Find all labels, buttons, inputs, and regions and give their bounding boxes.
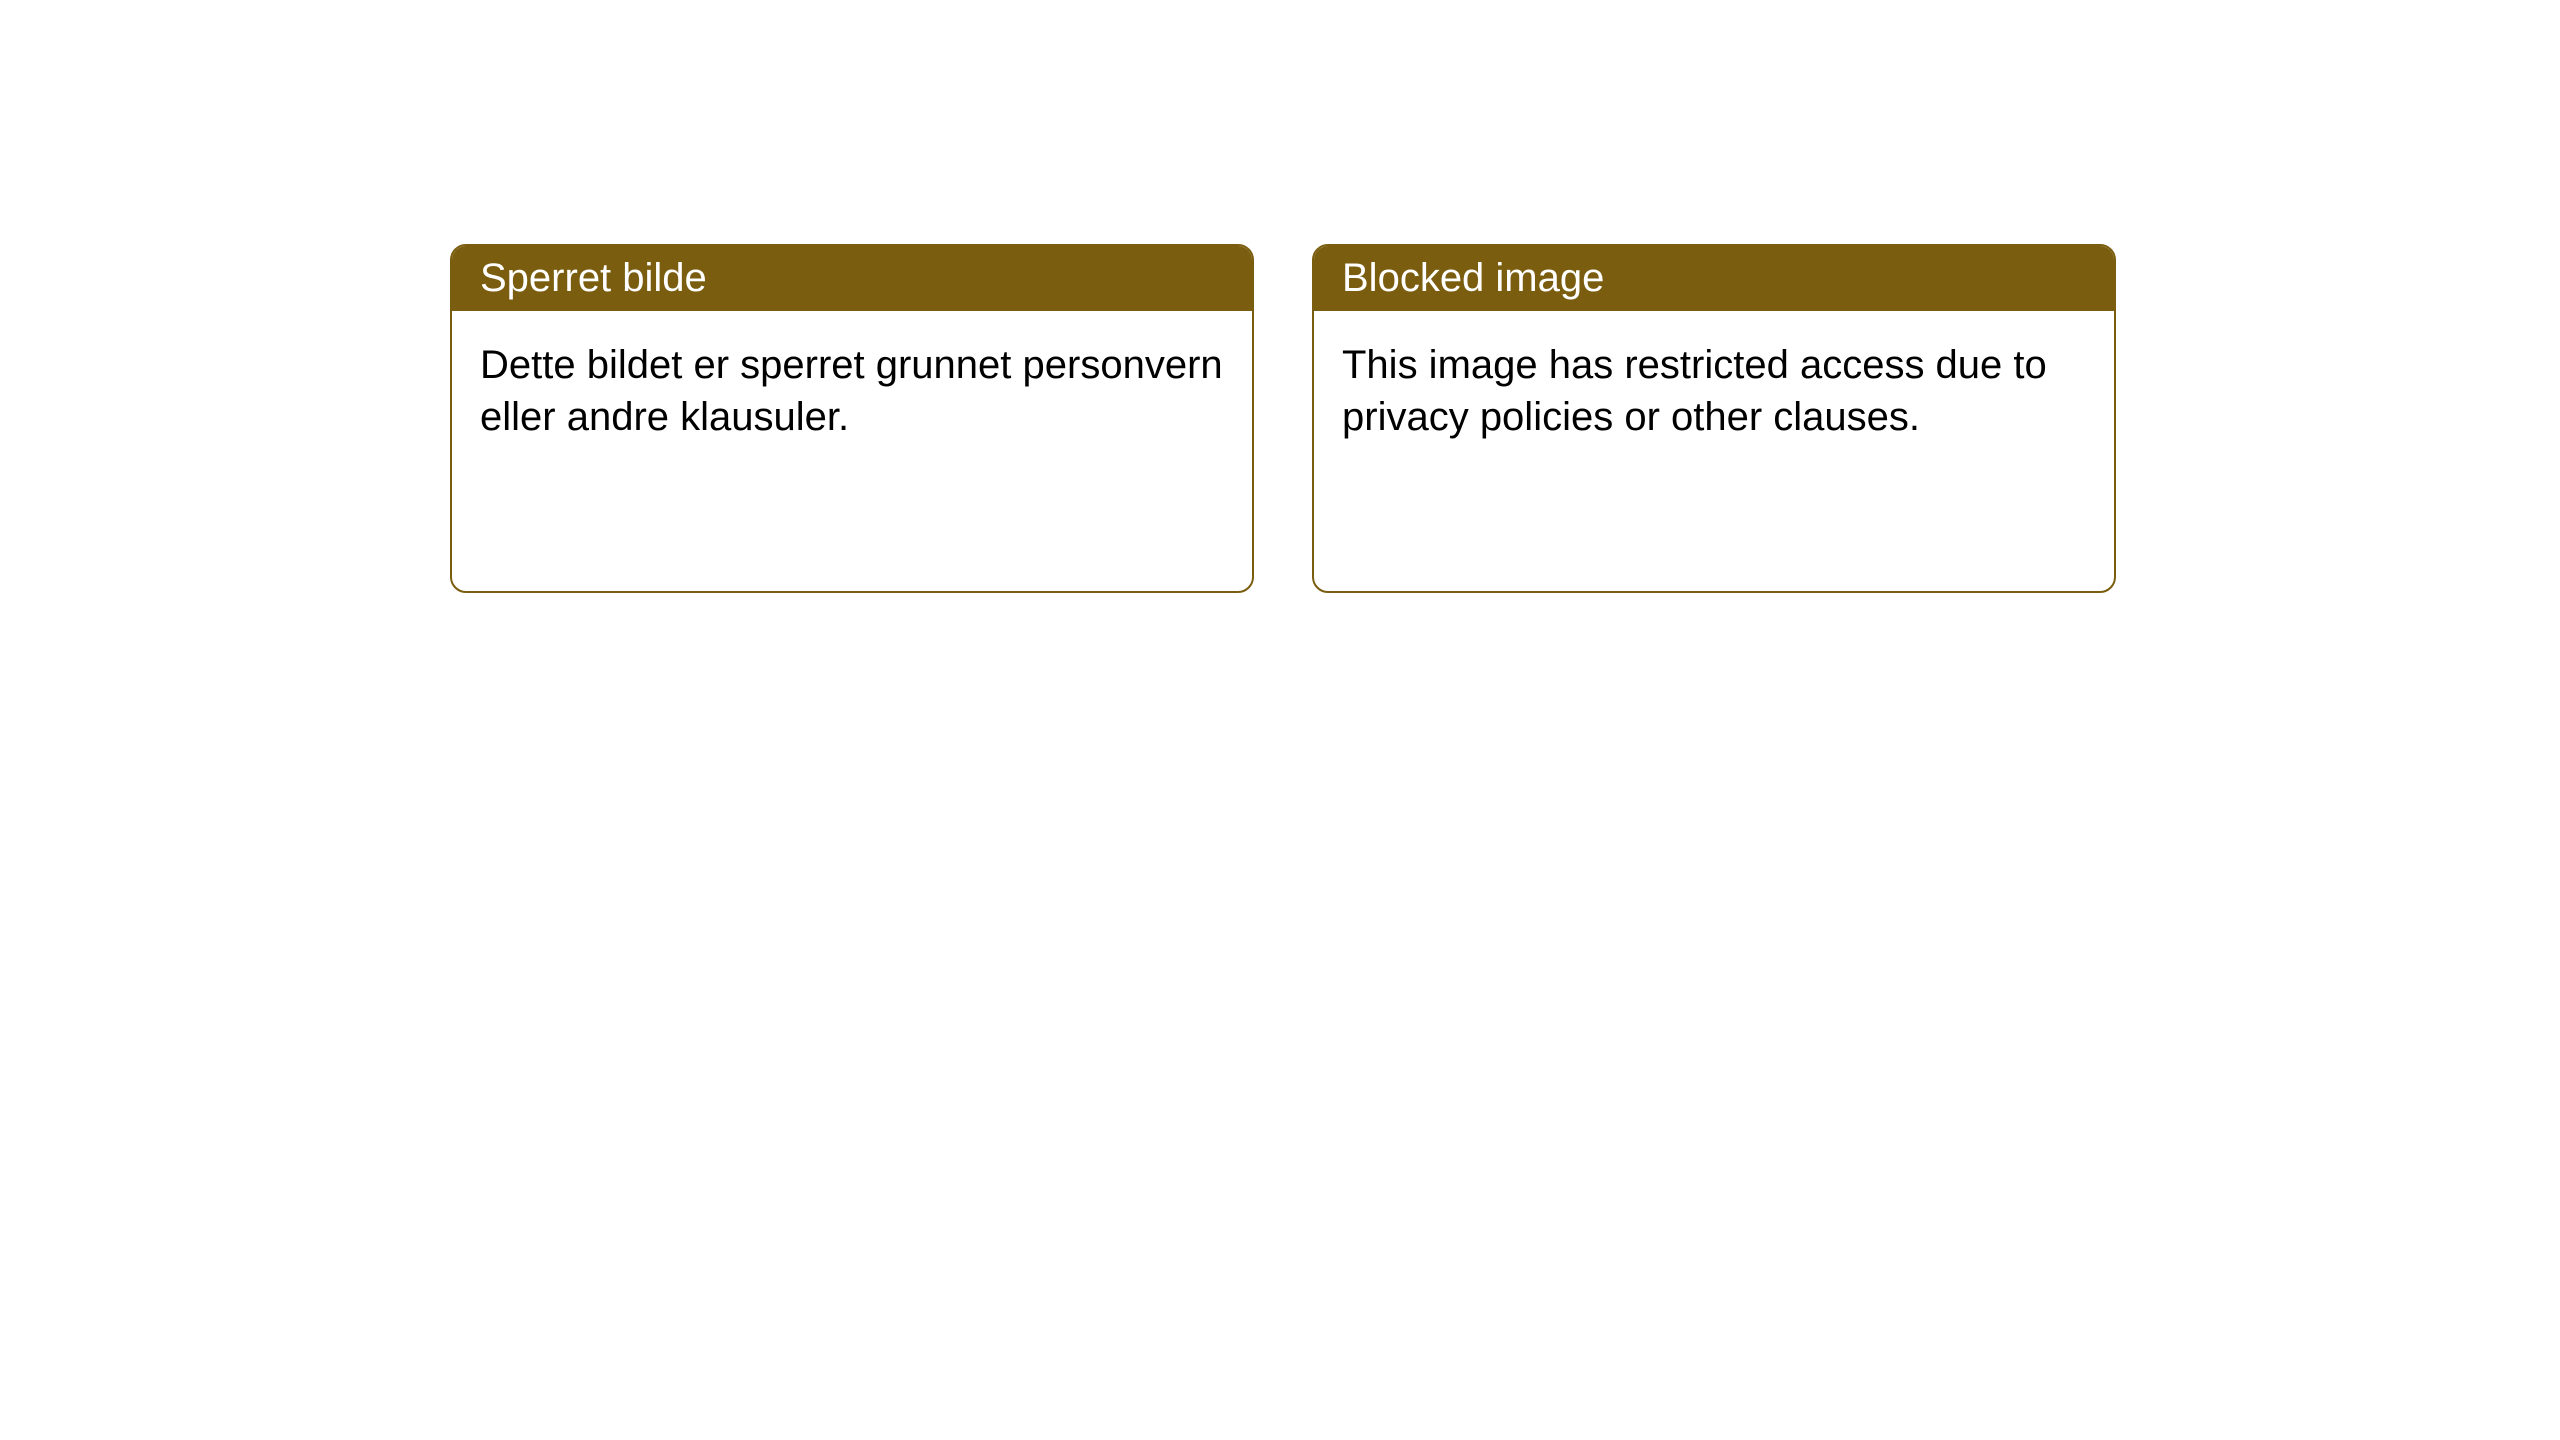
notice-header-norwegian: Sperret bilde (452, 246, 1252, 311)
notice-card-english: Blocked image This image has restricted … (1312, 244, 2116, 593)
notice-container: Sperret bilde Dette bildet er sperret gr… (450, 244, 2116, 593)
notice-body-english: This image has restricted access due to … (1314, 311, 2114, 591)
notice-card-norwegian: Sperret bilde Dette bildet er sperret gr… (450, 244, 1254, 593)
notice-body-norwegian: Dette bildet er sperret grunnet personve… (452, 311, 1252, 591)
notice-header-english: Blocked image (1314, 246, 2114, 311)
